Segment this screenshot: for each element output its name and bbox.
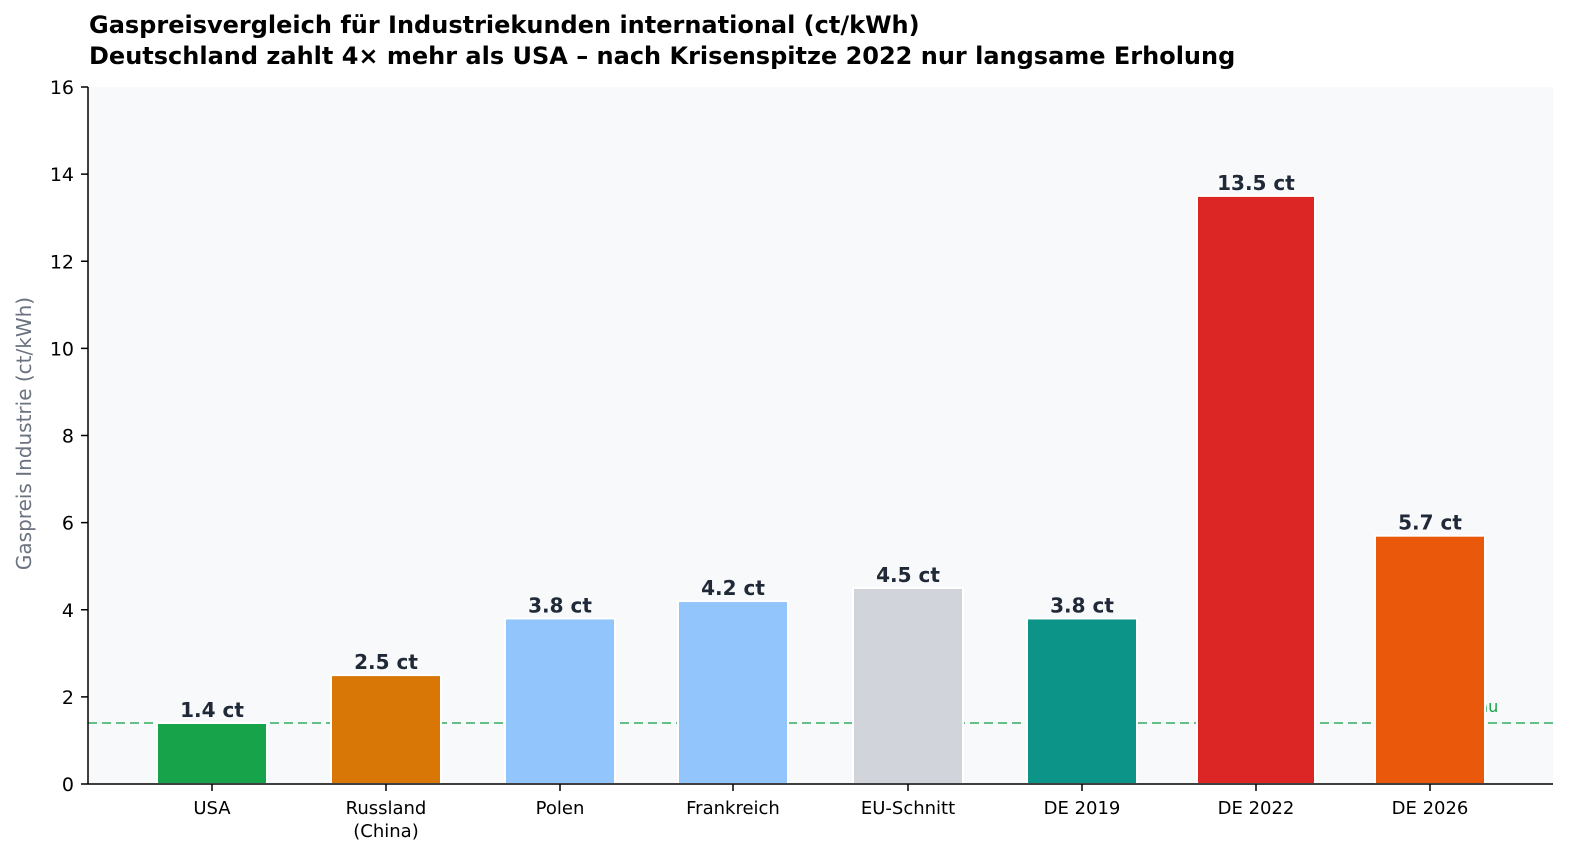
- x-tick-label-2: Polen: [536, 798, 585, 819]
- value-label-3: 4.2 ct: [701, 576, 765, 600]
- bar-4: [852, 586, 964, 785]
- y-tick-label-5: 10: [50, 338, 74, 360]
- y-tick-label-7: 14: [50, 164, 74, 186]
- value-label-5: 3.8 ct: [1050, 593, 1114, 617]
- bars-group: [156, 194, 1486, 786]
- y-tick-label-0: 0: [62, 774, 74, 796]
- chart-title-block: Gaspreisvergleich für Industriekunden in…: [89, 10, 1235, 72]
- bar-5: [1026, 617, 1138, 786]
- x-tick-label-5: DE 2019: [1044, 798, 1121, 819]
- y-tick-label-8: 16: [50, 77, 74, 99]
- bar-1: [330, 674, 442, 785]
- value-label-4: 4.5 ct: [876, 563, 940, 587]
- plot-background: [88, 87, 1553, 784]
- value-label-0: 1.4 ct: [180, 698, 244, 722]
- bar-0: [156, 722, 268, 786]
- axes-group: 0 2 4 6 8 10 12 14 16 USA Russland (China) Polen Fran…: [50, 77, 1553, 842]
- bar-7: [1374, 534, 1486, 785]
- y-tick-label-6: 12: [50, 251, 74, 273]
- chart-title: Gaspreisvergleich für Industriekunden in…: [89, 11, 920, 39]
- value-label-2: 3.8 ct: [528, 593, 592, 617]
- value-label-6: 13.5 ct: [1217, 171, 1295, 195]
- y-tick-label-2: 4: [62, 600, 74, 622]
- chart-subtitle: Deutschland zahlt 4× mehr als USA – nach…: [89, 42, 1236, 70]
- value-labels-group: 1.4 ct 2.5 ct 3.8 ct 4.2 ct 4.5 ct 3.8 ct 13.5…: [180, 171, 1462, 722]
- value-label-1: 2.5 ct: [354, 650, 418, 674]
- y-tick-label-4: 8: [62, 426, 74, 448]
- x-tick-label-6: DE 2022: [1218, 798, 1295, 819]
- y-axis-title: Gaspreis Industrie (ct/kWh): [12, 297, 36, 570]
- x-tick-label-0: USA: [193, 798, 231, 819]
- value-label-7: 5.7 ct: [1398, 511, 1462, 535]
- x-tick-label-1: Russland (China): [346, 798, 427, 842]
- bar-6: [1196, 194, 1316, 785]
- x-tick-label-3: Frankreich: [686, 798, 780, 819]
- bar-3: [677, 600, 789, 785]
- y-tick-label-3: 6: [62, 513, 74, 535]
- bar-2: [504, 617, 616, 786]
- x-tick-label-4: EU-Schnitt: [861, 798, 955, 819]
- y-tick-label-1: 2: [62, 687, 74, 709]
- x-tick-label-7: DE 2026: [1392, 798, 1469, 819]
